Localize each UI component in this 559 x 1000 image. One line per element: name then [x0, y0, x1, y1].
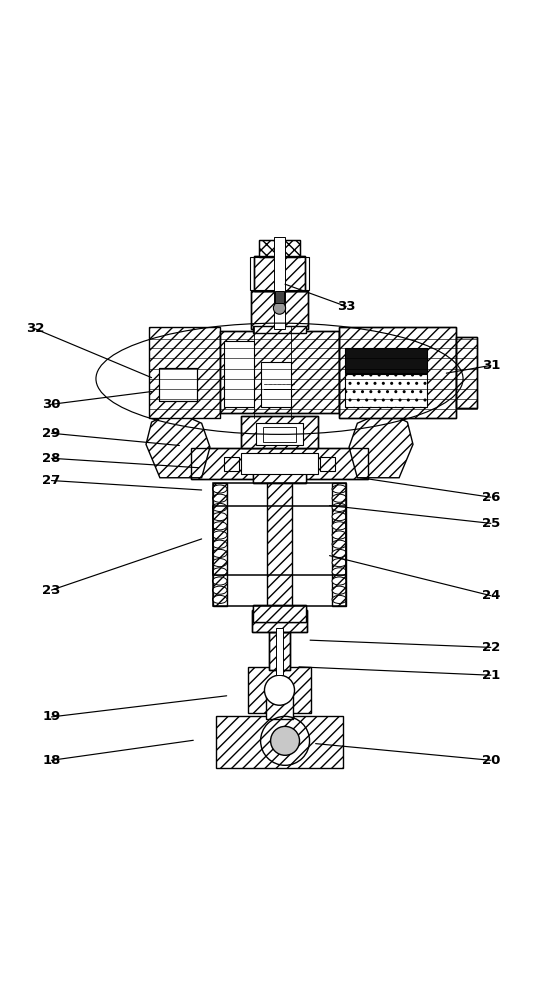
Bar — [213, 483, 346, 606]
Bar — [339, 327, 456, 418]
Ellipse shape — [332, 494, 347, 502]
Bar — [269, 632, 290, 670]
Ellipse shape — [212, 522, 227, 530]
Bar — [213, 483, 226, 606]
Bar — [275, 291, 284, 303]
Text: 32: 32 — [26, 322, 44, 335]
Ellipse shape — [212, 577, 227, 585]
Bar — [253, 471, 306, 483]
Ellipse shape — [212, 595, 227, 603]
Text: 33: 33 — [337, 300, 356, 313]
Ellipse shape — [212, 531, 227, 539]
Bar — [333, 483, 346, 606]
Bar — [339, 327, 456, 418]
Ellipse shape — [212, 549, 227, 557]
Bar — [256, 423, 303, 445]
Bar — [276, 628, 283, 675]
Bar — [220, 331, 339, 413]
Text: 25: 25 — [482, 517, 500, 530]
Bar — [224, 457, 239, 471]
Polygon shape — [349, 411, 413, 478]
Ellipse shape — [212, 513, 227, 521]
Bar — [253, 326, 306, 333]
Bar — [250, 257, 309, 290]
Text: 28: 28 — [42, 452, 60, 465]
Ellipse shape — [212, 485, 227, 493]
Bar — [259, 240, 300, 257]
Text: 22: 22 — [482, 641, 500, 654]
Ellipse shape — [332, 549, 347, 557]
Bar — [191, 448, 368, 479]
Text: 27: 27 — [42, 474, 60, 487]
Bar — [263, 427, 296, 442]
Bar — [254, 256, 305, 291]
Bar — [159, 368, 197, 401]
Text: 26: 26 — [482, 491, 500, 504]
Bar — [240, 453, 319, 474]
Text: 24: 24 — [482, 589, 500, 602]
Bar — [269, 632, 290, 670]
Bar — [456, 337, 477, 408]
Ellipse shape — [212, 559, 227, 567]
Bar — [253, 605, 306, 622]
Bar — [254, 256, 305, 291]
Bar — [224, 341, 254, 407]
Bar — [320, 457, 335, 471]
Bar — [456, 337, 477, 408]
Polygon shape — [146, 411, 210, 478]
Bar — [149, 327, 220, 418]
Circle shape — [271, 726, 300, 755]
Ellipse shape — [332, 522, 347, 530]
Bar — [253, 605, 306, 622]
Text: 19: 19 — [42, 710, 60, 723]
Bar — [252, 610, 307, 632]
Text: 23: 23 — [42, 584, 60, 597]
Ellipse shape — [332, 540, 347, 548]
Ellipse shape — [332, 513, 347, 521]
Bar — [345, 348, 428, 373]
Ellipse shape — [332, 559, 347, 567]
Bar — [159, 368, 197, 401]
Bar — [267, 461, 292, 614]
Bar — [216, 716, 343, 768]
Text: 21: 21 — [482, 669, 500, 682]
Bar — [260, 362, 291, 407]
Bar — [259, 240, 300, 257]
Bar — [248, 667, 311, 713]
Text: 30: 30 — [42, 398, 61, 411]
Bar — [213, 506, 346, 575]
Circle shape — [273, 302, 286, 314]
Text: 18: 18 — [42, 754, 60, 767]
Ellipse shape — [212, 586, 227, 594]
Circle shape — [264, 675, 295, 705]
Ellipse shape — [332, 531, 347, 539]
Bar — [250, 291, 309, 329]
Text: 29: 29 — [42, 427, 60, 440]
Bar — [345, 374, 428, 407]
Ellipse shape — [332, 577, 347, 585]
Bar — [250, 291, 309, 329]
Ellipse shape — [332, 485, 347, 493]
Ellipse shape — [332, 595, 347, 603]
Bar — [274, 237, 285, 329]
Bar — [240, 416, 319, 448]
Text: 31: 31 — [482, 359, 500, 372]
Bar — [191, 448, 368, 479]
Bar — [266, 690, 293, 719]
Ellipse shape — [212, 540, 227, 548]
Bar — [240, 416, 319, 448]
Bar — [252, 610, 307, 632]
Ellipse shape — [212, 503, 227, 511]
Bar — [220, 331, 339, 413]
Ellipse shape — [332, 586, 347, 594]
Bar — [253, 471, 306, 483]
Ellipse shape — [212, 494, 227, 502]
Ellipse shape — [332, 568, 347, 576]
Text: 20: 20 — [482, 754, 500, 767]
Ellipse shape — [212, 568, 227, 576]
Ellipse shape — [332, 503, 347, 511]
